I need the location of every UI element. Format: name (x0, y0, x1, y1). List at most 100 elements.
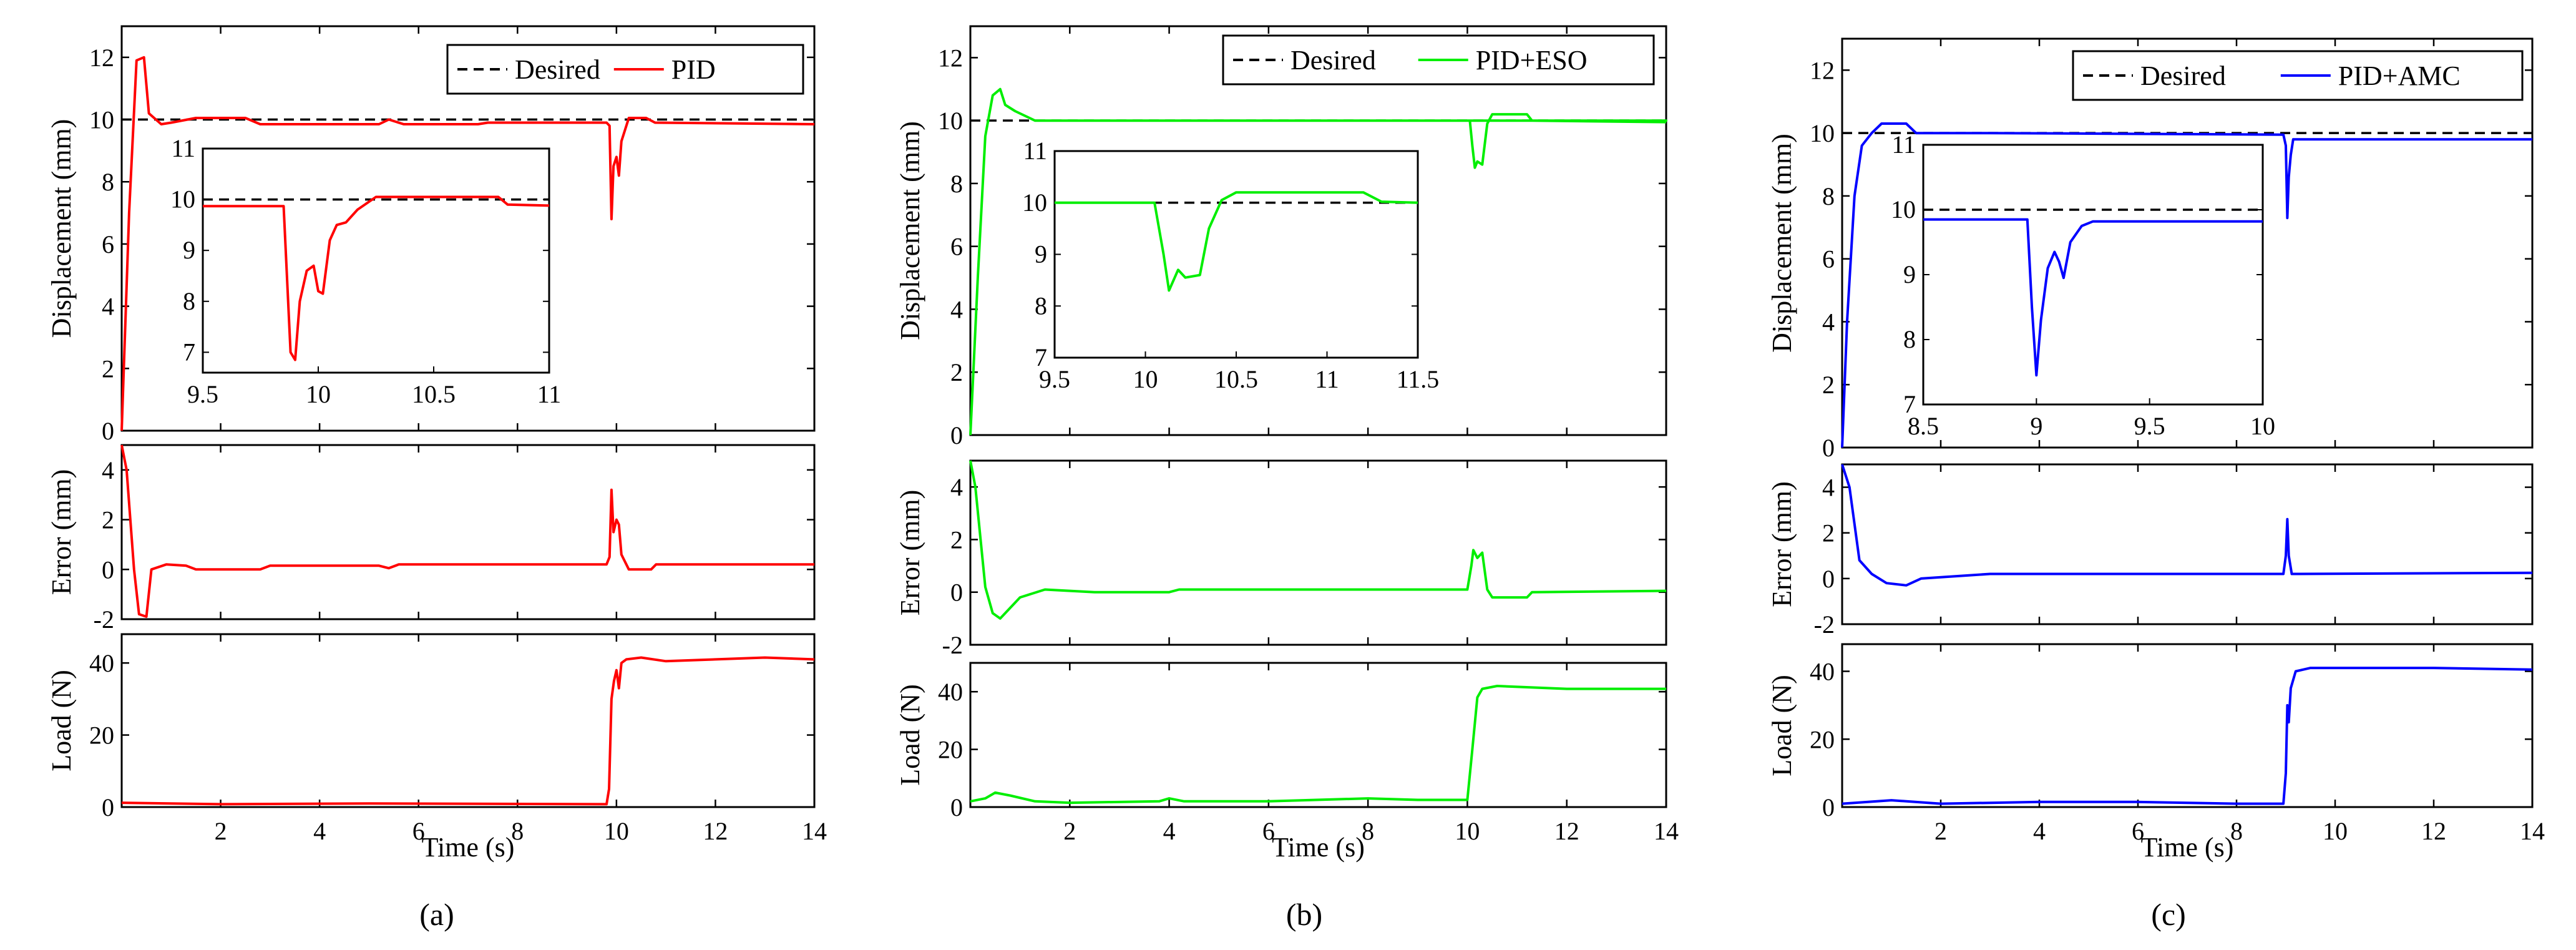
legend-series-label: PID+ESO (1476, 45, 1588, 76)
inset-series-line (1055, 191, 1418, 292)
xtick-label: 10 (2323, 817, 2348, 845)
load-ytick-label: 0 (950, 793, 963, 821)
legend: Desired PID+AMC (2072, 50, 2524, 101)
xtick-label: 10 (604, 817, 629, 845)
displacement-axes-box (1841, 37, 2534, 449)
xtick-label: 12 (2421, 817, 2446, 845)
error-ytick-label: 4 (950, 473, 963, 501)
inset: 7 8 9 10 11 9.5 10 10.5 11 11.5 (1022, 137, 1439, 393)
xlabel: Time (s) (1272, 832, 1365, 863)
legend-box (1222, 34, 1655, 86)
load-axes-box (1841, 643, 2534, 808)
inset-ytick-label: 10 (1891, 195, 1916, 223)
error-subplot: -2 0 2 4 Error (mm) (46, 444, 816, 634)
inset-ytick-label: 10 (1022, 189, 1047, 217)
inset-ytick-label: 8 (1035, 291, 1047, 320)
error-axes-box (969, 459, 1667, 646)
legend-series-label: PID (671, 54, 716, 85)
error-ytick-label: 0 (950, 579, 963, 607)
inset-ytick-label: 8 (183, 287, 195, 315)
error-ytick-label: 2 (102, 506, 114, 534)
legend-series-label: PID+AMC (2338, 61, 2461, 91)
displacement-ytick-label: 8 (102, 168, 114, 196)
displacement-ytick-label: 10 (1810, 119, 1835, 147)
displacement-ylabel: Displacement (mm) (1767, 134, 1797, 353)
legend-desired-label: Desired (1290, 45, 1376, 76)
error-series-line (1841, 464, 2533, 587)
load-ylabel: Load (N) (1767, 675, 1797, 776)
load-ytick-label: 20 (89, 722, 114, 750)
displacement-ytick-label: 0 (102, 417, 114, 445)
load-subplot: 0 20 40 Load (N) 2 4 6 8 10 12 14 Time (s) (895, 662, 1679, 863)
inset-ytick-label: 10 (170, 185, 195, 213)
displacement-ytick-label: 4 (1822, 308, 1835, 336)
inset-ytick-label: 9 (1035, 240, 1047, 268)
panel-a: 0 2 4 6 8 10 12 Displacement (mm) 7 8 9 10 11 9.5 10 10… (46, 25, 827, 932)
xtick-label: 12 (1554, 817, 1579, 845)
xtick-label: 4 (2033, 817, 2046, 845)
inset-ytick-label: 9 (183, 236, 195, 264)
inset-background (202, 147, 550, 374)
error-axes-box (1841, 463, 2534, 625)
error-ytick-label: 0 (102, 556, 114, 584)
load-ylabel: Load (N) (895, 684, 925, 786)
inset: 7 8 9 10 11 9.5 10 10.5 11 (170, 134, 561, 408)
xtick-label: 10 (1455, 817, 1480, 845)
displacement-ytick-label: 2 (102, 355, 114, 383)
load-series-line (121, 656, 815, 806)
error-ylabel: Error (mm) (895, 490, 925, 616)
legend: Desired PID+ESO (1222, 34, 1655, 86)
inset-background (1053, 150, 1419, 359)
displacement-ytick-label: 2 (1822, 371, 1835, 399)
displacement-ytick-label: 4 (950, 295, 963, 323)
inset-ytick-label: 11 (1891, 130, 1916, 159)
load-axes-box (120, 633, 816, 808)
displacement-axes-box (120, 25, 816, 432)
inset-xtick-label: 10 (306, 380, 331, 408)
xlabel: Time (s) (422, 832, 515, 863)
displacement-ytick-label: 0 (950, 421, 963, 449)
load-ytick-label: 40 (938, 678, 963, 706)
xtick-label: 12 (703, 817, 728, 845)
inset-series-line (203, 195, 550, 361)
error-subplot: -2 0 2 4 Error (mm) (895, 459, 1667, 659)
inset-xtick-label: 11 (1315, 365, 1339, 393)
xtick-label: 4 (1163, 817, 1176, 845)
error-subplot: -2 0 2 4 Error (mm) (1767, 463, 2534, 639)
load-axes-box (969, 662, 1667, 808)
displacement-ylabel: Displacement (mm) (895, 121, 925, 340)
xtick-label: 14 (1654, 817, 1679, 845)
xtick-label: 8 (1362, 817, 1374, 845)
panel-b: 0 2 4 6 8 10 12 Displacement (mm) 7 8 9 10 11 9.5 10 10… (895, 25, 1679, 932)
displacement-ytick-label: 12 (938, 44, 963, 72)
inset-xtick-label: 10 (2250, 412, 2275, 440)
displacement-subplot: 0 2 4 6 8 10 12 Displacement (mm) 7 8 9 10 11 8.5 9 9.5… (1767, 37, 2534, 462)
inset-xtick-label: 8.5 (1908, 412, 1939, 440)
xtick-label: 6 (1262, 817, 1275, 845)
inset-xtick-label: 9.5 (2134, 412, 2165, 440)
displacement-subplot: 0 2 4 6 8 10 12 Displacement (mm) 7 8 9 10 11 9.5 10 10… (46, 25, 816, 445)
error-ytick-label: -2 (1814, 610, 1835, 639)
inset-background (1922, 144, 2264, 406)
load-ytick-label: 20 (1810, 725, 1835, 753)
xtick-label: 8 (2230, 817, 2243, 845)
load-ytick-label: 40 (89, 649, 114, 677)
load-ytick-label: 0 (1822, 793, 1835, 821)
panel-c: 0 2 4 6 8 10 12 Displacement (mm) 7 8 9 10 11 8.5 9 9.5… (1767, 37, 2545, 932)
load-ytick-label: 20 (938, 736, 963, 764)
legend-desired-label: Desired (515, 54, 600, 85)
displacement-series-line (969, 87, 1667, 436)
xtick-label: 2 (215, 817, 227, 845)
displacement-ytick-label: 8 (1822, 182, 1835, 210)
xtick-label: 6 (2132, 817, 2144, 845)
displacement-ytick-label: 8 (950, 170, 963, 198)
inset-series-line (1923, 218, 2263, 377)
xtick-label: 4 (313, 817, 326, 845)
error-series-line (969, 460, 1667, 620)
displacement-ytick-label: 12 (1810, 56, 1835, 84)
inset-xtick-label: 9 (2030, 412, 2042, 440)
displacement-ytick-label: 6 (1822, 245, 1835, 273)
load-ytick-label: 0 (102, 793, 114, 821)
inset-ytick-label: 7 (183, 338, 195, 366)
inset-xtick-label: 9.5 (187, 380, 218, 408)
